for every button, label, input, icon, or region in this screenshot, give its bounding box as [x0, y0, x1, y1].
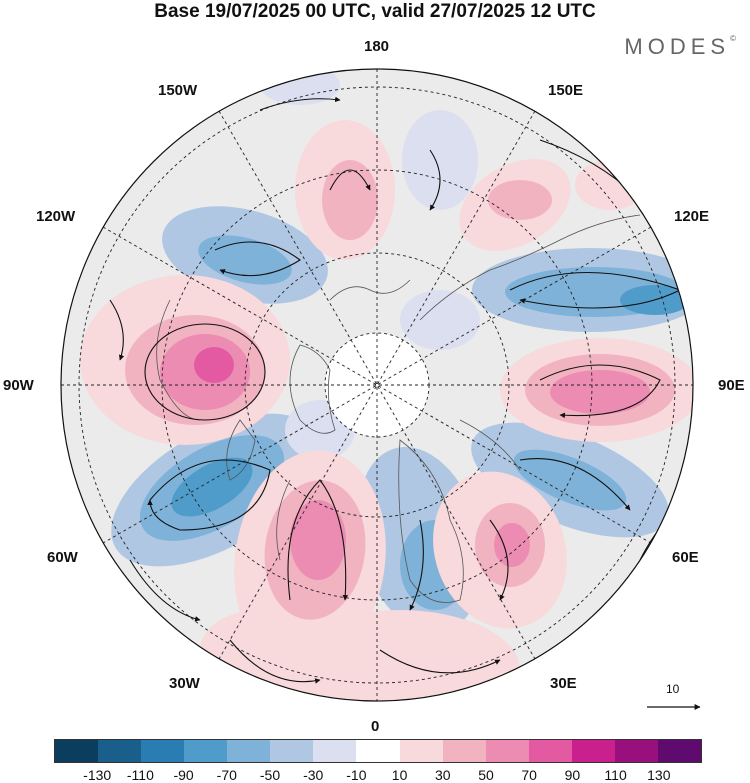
colorbar-tick-label: 50 [478, 767, 494, 783]
colorbar-swatch [528, 740, 572, 762]
colorbar-swatch [55, 740, 99, 762]
lon-label-60w: 60W [47, 549, 78, 566]
colorbar-swatch [485, 740, 529, 762]
colorbar-swatch [571, 740, 615, 762]
map-title: Base 19/07/2025 00 UTC, valid 27/07/2025… [154, 1, 596, 22]
colorbar-swatch [270, 740, 314, 762]
colorbar-tick-label: -70 [216, 767, 237, 783]
map-boundary [60, 68, 694, 702]
brand-mark: © [730, 34, 736, 43]
colorbar-tick-label: -10 [346, 767, 367, 783]
colorbar-swatch [657, 740, 701, 762]
brand-name: MODES [624, 34, 731, 59]
colorbar [54, 739, 702, 763]
positive-anomaly-areas [80, 120, 693, 701]
colorbar-tick-label: 110 [604, 767, 627, 783]
colorbar-swatch [184, 740, 228, 762]
colorbar-tick-label: -90 [173, 767, 194, 783]
lon-label-90w: 90W [3, 377, 34, 394]
colorbar-swatch [399, 740, 443, 762]
lon-label-60e: 60E [672, 549, 699, 566]
colorbar-swatch [442, 740, 486, 762]
lon-label-30w: 30W [169, 675, 200, 692]
lon-label-30e: 30E [550, 675, 577, 692]
lon-label-180: 180 [364, 38, 390, 55]
colorbar-tick-label: -110 [126, 767, 154, 783]
colorbar-tick-label: -30 [303, 767, 324, 783]
colorbar-swatch [141, 740, 185, 762]
colorbar-tick-label: 10 [391, 767, 408, 783]
colorbar-swatch [98, 740, 142, 762]
anomaly-field [61, 69, 693, 701]
colorbar-swatch [356, 740, 400, 762]
colorbar-tick-label: 90 [564, 767, 581, 783]
colorbar-tick-label: 70 [521, 767, 537, 783]
lon-label-0: 0 [371, 718, 380, 735]
lon-label-120w: 120W [36, 208, 76, 225]
polar-cap [325, 333, 429, 437]
colorbar-tick-label: -50 [259, 767, 281, 783]
colorbar-tick-label: -130 [83, 767, 112, 783]
colorbar-tick-label: 30 [435, 767, 451, 783]
colorbar-swatch [313, 740, 357, 762]
coastlines [156, 214, 641, 603]
lon-label-90e: 90E [718, 377, 745, 394]
colorbar-tick-label: 130 [647, 767, 671, 783]
graticule [61, 69, 693, 701]
lon-label-150e: 150E [548, 82, 584, 99]
brand-logo: MODES© [624, 34, 736, 60]
colorbar-swatch [614, 740, 658, 762]
vector-scale-label: 10 [666, 682, 680, 696]
lon-label-120e: 120E [674, 208, 710, 225]
colorbar-swatch [227, 740, 271, 762]
lon-label-150w: 150W [158, 82, 198, 99]
